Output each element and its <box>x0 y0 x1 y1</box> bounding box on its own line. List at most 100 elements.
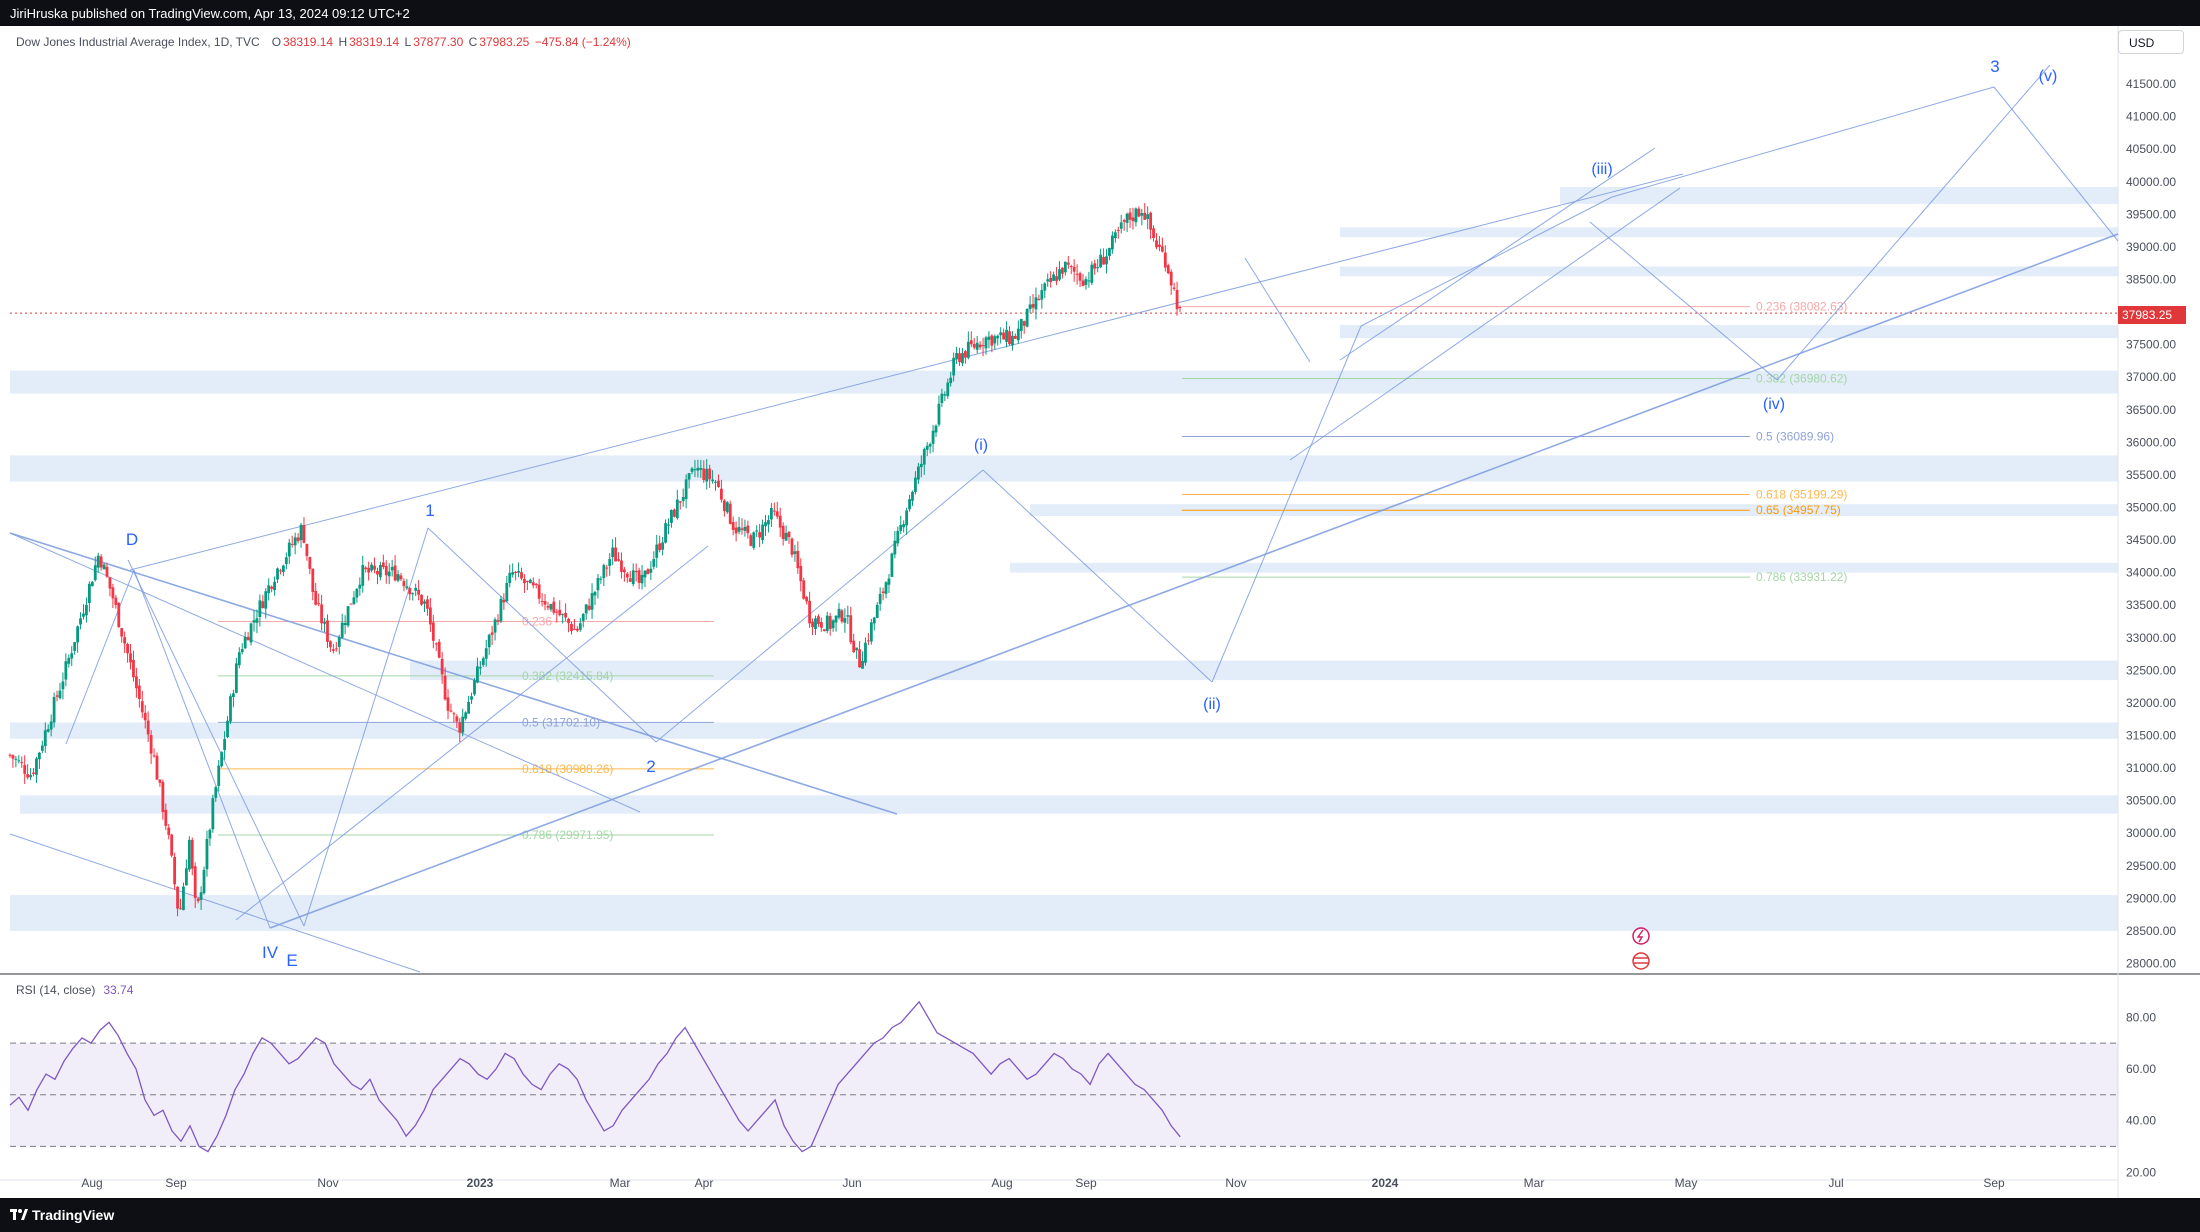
candle-body <box>993 336 997 344</box>
candle-body <box>1034 297 1038 310</box>
candle-body <box>958 353 961 363</box>
currency-button[interactable]: USD <box>2118 30 2184 54</box>
candle-body <box>202 869 206 894</box>
candle-body <box>1069 266 1073 268</box>
candle-body <box>505 583 509 602</box>
candle-body <box>558 609 562 616</box>
candle-body <box>869 622 873 642</box>
candle-body <box>1005 329 1008 342</box>
candle-body <box>561 614 565 616</box>
rsi-line <box>9 1000 1181 1153</box>
candle-body <box>1155 240 1158 248</box>
candle-body <box>358 584 362 589</box>
price-tick-label: 28000.00 <box>2126 956 2176 970</box>
wave-label: (iv) <box>1763 396 1785 413</box>
candle-body <box>825 615 829 632</box>
candle-body <box>70 653 74 659</box>
candle-body <box>552 601 556 613</box>
trend-line-17 <box>1289 187 1681 461</box>
candle-body <box>811 621 814 628</box>
price-tick-label: 33000.00 <box>2126 631 2176 645</box>
candle-body <box>26 774 30 778</box>
price-tick-label: 31500.00 <box>2126 728 2176 742</box>
wave-label: (v) <box>2039 68 2058 85</box>
candle-body <box>1108 247 1111 256</box>
candle-body <box>184 868 188 886</box>
candle-body <box>140 701 144 713</box>
candle-body <box>1052 274 1056 281</box>
candle-body <box>32 772 35 774</box>
candle-body <box>922 449 926 465</box>
candle-body <box>99 556 103 568</box>
close-label: C <box>468 35 478 49</box>
us-flag-icon <box>1632 952 1650 970</box>
candle-body <box>978 344 982 348</box>
candle-body <box>699 467 703 470</box>
candle-body <box>1046 279 1050 282</box>
candle-body <box>925 445 929 450</box>
candle-body <box>132 659 135 678</box>
candle-body <box>767 520 770 525</box>
rsi-label: RSI (14, close) <box>16 983 96 997</box>
candle-body <box>687 473 691 480</box>
price-tick-label: 40000.00 <box>2126 175 2176 189</box>
candle-body <box>279 570 282 572</box>
candle-body <box>455 716 459 722</box>
candle-body <box>614 547 617 562</box>
candle-body <box>1116 229 1120 231</box>
trend-line-4 <box>427 527 657 743</box>
candle-body <box>670 510 673 523</box>
candle-body <box>623 569 626 573</box>
candle-body <box>661 542 665 550</box>
candle-body <box>902 524 906 528</box>
candle-body <box>720 488 723 500</box>
chart-svg[interactable]: 0.236 0.382 (32415.84) 0.5 (31702.10) 0.618… <box>0 26 2200 1198</box>
candle-body <box>346 606 350 626</box>
candle-body <box>46 729 50 732</box>
chart-area[interactable]: 0.236 0.382 (32415.84) 0.5 (31702.10) 0.618… <box>0 26 2200 1198</box>
time-tick-label: Sep <box>1983 1176 2005 1190</box>
candle-body <box>1113 232 1117 239</box>
candle-body <box>667 524 670 526</box>
trend-line-9 <box>1611 86 1995 198</box>
axes: 41500.00 41000.00 40500.00 40000.00 39500.00… <box>81 77 2176 1190</box>
candle-body <box>564 612 568 618</box>
candle-body <box>740 528 744 530</box>
candle-body <box>1110 235 1114 250</box>
trend-line-16 <box>1339 147 1656 361</box>
candle-body <box>417 589 421 595</box>
candle-body <box>775 511 779 517</box>
candle-body <box>834 615 838 623</box>
trend-line-0 <box>9 532 641 813</box>
candle-body <box>1128 212 1132 220</box>
candle-body <box>1169 271 1173 286</box>
sr-zone-11 <box>1560 186 2118 204</box>
candle-body <box>814 618 817 629</box>
close-value: 37983.25 <box>479 35 530 49</box>
candle-body <box>678 501 682 503</box>
price-tick-label: 37000.00 <box>2126 370 2176 384</box>
price-tick-label: 33500.00 <box>2126 598 2176 612</box>
candle-body <box>908 499 911 510</box>
candle-body <box>966 341 970 358</box>
sr-zone-6 <box>10 455 2118 482</box>
candle-body <box>540 601 544 603</box>
candle-body <box>120 628 124 637</box>
candle-body <box>37 752 41 760</box>
candle-body <box>581 613 585 621</box>
sr-zone-2 <box>10 722 2118 739</box>
sr-zone-10 <box>1340 227 2118 238</box>
wave-label: (iii) <box>1591 161 1612 178</box>
candle-body <box>772 510 776 512</box>
candle-body <box>267 585 271 594</box>
candle-body <box>1075 273 1079 275</box>
candle-body <box>578 623 582 630</box>
candle-body <box>625 573 629 578</box>
candle-body <box>755 530 759 532</box>
candle-body <box>1037 298 1041 300</box>
price-tick-label: 28500.00 <box>2126 924 2176 938</box>
grid <box>0 26 2200 1198</box>
candle-body <box>408 588 412 595</box>
candle-body <box>1140 213 1144 216</box>
candle-body <box>567 618 570 624</box>
